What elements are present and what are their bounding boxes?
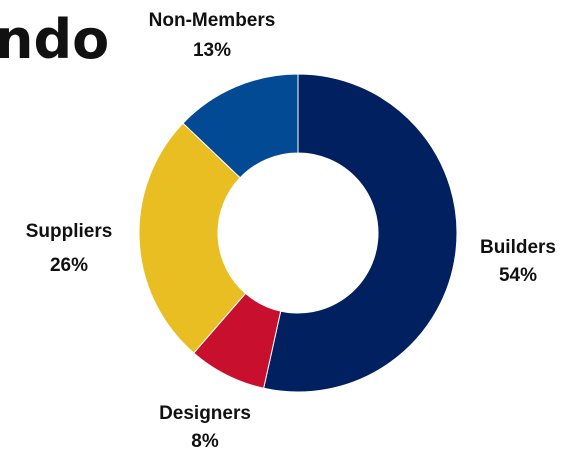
label-builders-pct: 54%	[499, 265, 537, 286]
label-non-members-pct: 13%	[193, 40, 231, 61]
slice-label-non-members: Non-Members 13%	[149, 10, 276, 61]
slice-builders	[263, 73, 458, 393]
label-suppliers-pct: 26%	[50, 255, 88, 276]
slice-suppliers	[138, 122, 247, 354]
donut-slices	[138, 73, 458, 393]
brand-text-fragment: ndo	[0, 8, 109, 71]
slice-label-designers: Designers 8%	[159, 403, 251, 452]
label-designers-name: Designers	[159, 403, 251, 424]
label-non-members-name: Non-Members	[149, 10, 276, 31]
slice-label-suppliers: Suppliers 26%	[26, 221, 113, 276]
slice-non-members	[182, 73, 299, 179]
label-suppliers-name: Suppliers	[26, 221, 113, 242]
slice-label-builders: Builders 54%	[480, 237, 556, 286]
label-builders-name: Builders	[480, 237, 556, 258]
label-designers-pct: 8%	[191, 431, 219, 452]
